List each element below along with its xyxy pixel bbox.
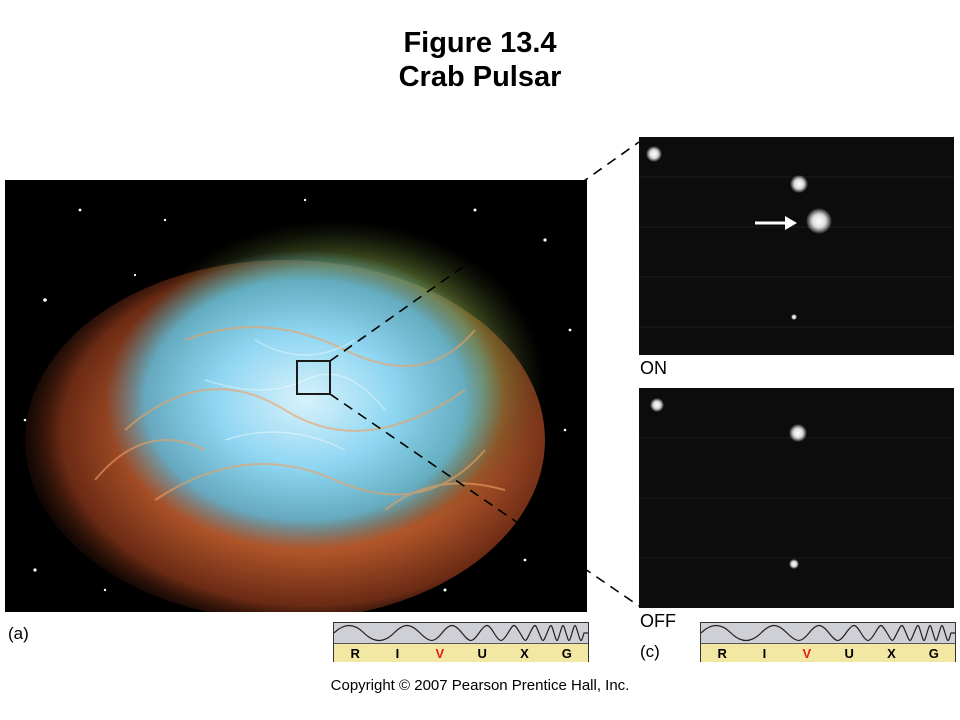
band-label: G [928,645,939,661]
figure-number: Figure 13.4 [403,27,557,59]
band-label: X [887,645,896,661]
pulsar-off-image [639,388,954,608]
pulsar-on-image [639,137,954,355]
off-label: OFF [640,611,676,631]
band-label: G [561,645,572,661]
band-label: U [844,645,854,661]
on-label: ON [640,358,667,378]
panel-a-label: (a) [8,624,29,643]
spectrum-indicator: R I V U X G [700,622,956,662]
figure-title: Figure 13.4 Crab Pulsar [0,26,960,94]
band-label-active: V [435,645,445,661]
spectrum-indicator: R I V U X G [333,622,589,662]
band-label: U [477,645,487,661]
wavelength-wave [700,623,955,643]
crab-nebula-image [5,180,587,612]
figure-subject: Crab Pulsar [398,61,562,93]
band-label: I [395,645,400,661]
pointer-arrow-icon [755,216,797,230]
band-label: R [350,645,360,661]
copyright-notice: Copyright © 2007 Pearson Prentice Hall, … [330,677,630,694]
band-label: I [762,645,767,661]
band-label: X [520,645,529,661]
wavelength-wave [333,623,588,643]
band-label-active: V [802,645,812,661]
pulsar-star [806,208,832,234]
panel-c-label: (c) [640,642,660,661]
zoom-box [296,360,331,395]
band-label: R [717,645,727,661]
